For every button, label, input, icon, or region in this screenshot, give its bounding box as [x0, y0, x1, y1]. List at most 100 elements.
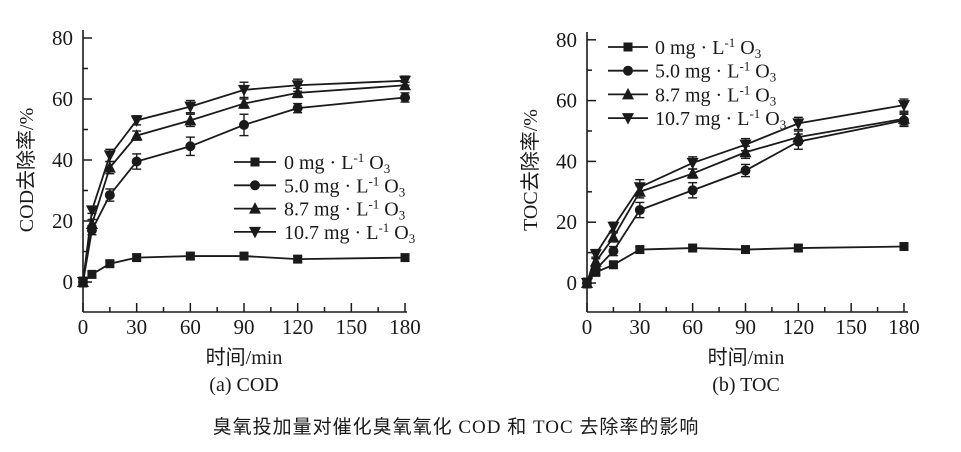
data-point	[607, 230, 620, 243]
data-point	[87, 269, 97, 279]
data-point	[793, 243, 803, 253]
x-tick-label: 90	[735, 315, 756, 339]
legend-label: 0 mg · L-1 O3	[655, 35, 761, 61]
y-tick-label: 0	[567, 271, 578, 295]
legend-item: 10.7 mg · L-1 O3	[608, 106, 786, 132]
x-tick-label: 120	[282, 315, 314, 339]
data-point	[792, 118, 805, 130]
legend-label: 0 mg · L-1 O3	[284, 150, 390, 176]
data-point	[105, 259, 115, 269]
series-line	[82, 79, 406, 283]
data-point	[249, 226, 261, 239]
data-point	[688, 243, 698, 253]
data-point	[622, 113, 634, 125]
chart-subtitle: (a) COD	[209, 374, 278, 396]
x-tick-label: 0	[78, 315, 89, 339]
data-point	[185, 141, 196, 152]
figure-caption: 臭氧投加量对催化臭氧氧化 COD 和 TOC 去除率的影响	[212, 417, 700, 438]
legend-label: 5.0 mg · L-1 O3	[284, 173, 405, 199]
data-point	[292, 103, 303, 114]
data-point	[250, 157, 260, 167]
x-tick-label: 180	[389, 315, 421, 339]
data-point	[291, 86, 304, 98]
data-point	[184, 113, 197, 126]
data-point	[130, 115, 143, 127]
y-tick-label: 40	[52, 148, 73, 172]
legend-label: 5.0 mg · L-1 O3	[655, 59, 776, 85]
data-point	[687, 185, 698, 196]
legend-item: 10.7 mg · L-1 O3	[234, 220, 415, 246]
axis-label-y: TOC去除率/%	[519, 109, 542, 231]
data-point	[686, 167, 699, 179]
data-point	[104, 190, 115, 201]
y-tick-label: 20	[556, 210, 577, 234]
x-tick-label: 60	[682, 315, 703, 339]
legend-item: 0 mg · L-1 O3	[234, 150, 390, 176]
legend-item: 8.7 mg · L-1 O3	[608, 82, 776, 108]
data-point	[608, 246, 619, 257]
y-tick-label: 60	[52, 87, 73, 111]
data-point	[132, 253, 142, 263]
data-point	[130, 129, 143, 141]
data-point	[739, 145, 752, 158]
data-point	[633, 182, 646, 194]
charts-canvas: 0 30 60 90 120 150 180 0 20 40 60 80 时间/min (a) COD CO…	[15, 26, 920, 396]
data-point	[185, 251, 195, 261]
data-point	[184, 101, 197, 114]
data-point	[739, 139, 752, 152]
data-point	[622, 87, 634, 100]
data-point	[686, 157, 699, 170]
data-point	[581, 278, 593, 290]
x-tick-label: 30	[126, 315, 147, 339]
cod-chart: 0 30 60 90 120 150 180 0 20 40 60 80 时间/min (a) COD CO…	[15, 26, 421, 396]
data-point	[400, 92, 411, 103]
y-tick-label: 60	[556, 89, 577, 113]
data-point	[85, 205, 98, 217]
legend-item: 5.0 mg · L-1 O3	[234, 173, 405, 199]
x-tick-label: 150	[336, 315, 368, 339]
series-line	[82, 84, 406, 283]
data-point	[400, 253, 410, 263]
data-point	[740, 165, 751, 176]
x-tick-label: 0	[582, 315, 593, 339]
chart-subtitle: (b) TOC	[712, 374, 780, 396]
axis-label-x: 时间/min	[708, 346, 785, 369]
data-point	[239, 251, 249, 261]
y-tick-label: 80	[52, 26, 73, 50]
legend-label: 10.7 mg · L-1 O3	[284, 220, 415, 246]
data-point	[623, 42, 633, 52]
y-tick-label: 40	[556, 149, 577, 173]
data-point	[238, 97, 251, 109]
data-point	[607, 221, 620, 234]
data-point	[792, 130, 805, 143]
toc-chart: 0 30 60 90 120 150 180 0 20 40 60 80 时间/min (b) TOC TO…	[519, 28, 920, 396]
axis-label-x: 时间/min	[206, 346, 283, 369]
y-tick-label: 0	[63, 270, 74, 294]
x-tick-label: 30	[629, 315, 650, 339]
data-point	[899, 242, 909, 252]
data-point	[131, 156, 142, 167]
legend-label: 8.7 mg · L-1 O3	[655, 82, 776, 108]
x-tick-label: 150	[835, 315, 867, 339]
x-tick-label: 60	[180, 315, 201, 339]
legend-item: 0 mg · L-1 O3	[608, 35, 761, 61]
series-line	[586, 104, 905, 284]
data-point	[249, 202, 261, 214]
x-tick-label: 180	[888, 315, 920, 339]
data-point	[897, 100, 910, 112]
data-point	[238, 84, 251, 97]
x-tick-label: 90	[234, 315, 255, 339]
data-point	[740, 245, 750, 255]
data-point	[897, 112, 910, 124]
legend-item: 8.7 mg · L-1 O3	[234, 197, 405, 223]
data-point	[103, 150, 116, 162]
data-point	[589, 249, 602, 261]
data-point	[291, 80, 304, 92]
data-point	[77, 277, 89, 289]
data-point	[103, 161, 116, 173]
y-tick-label: 20	[52, 209, 73, 233]
data-point	[250, 180, 260, 191]
legend-label: 10.7 mg · L-1 O3	[655, 106, 786, 132]
axis-label-y: COD去除率/%	[15, 108, 38, 232]
